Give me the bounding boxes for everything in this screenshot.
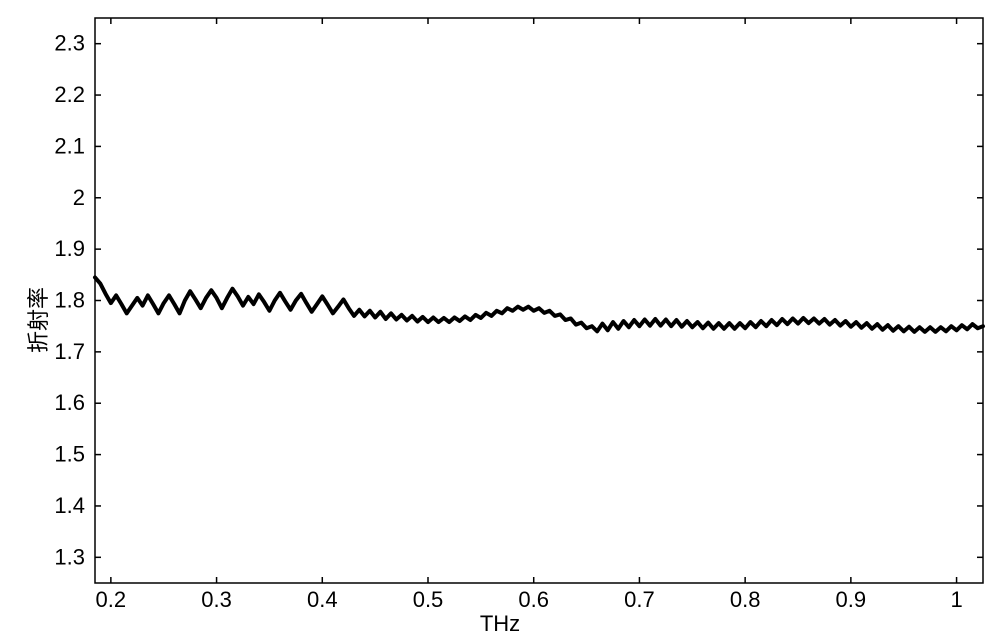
- y-tick-label: 2: [73, 185, 85, 210]
- y-tick-label: 2.1: [54, 133, 85, 158]
- x-tick-label: 0.9: [836, 587, 867, 612]
- y-tick-label: 1.5: [54, 442, 85, 467]
- y-tick-label: 2.2: [54, 82, 85, 107]
- y-tick-label: 1.3: [54, 544, 85, 569]
- x-tick-label: 0.8: [730, 587, 761, 612]
- x-tick-label: 0.5: [413, 587, 444, 612]
- y-tick-label: 1.7: [54, 339, 85, 364]
- y-tick-label: 1.6: [54, 390, 85, 415]
- y-tick-label: 1.4: [54, 493, 85, 518]
- x-tick-label: 0.6: [518, 587, 549, 612]
- y-axis-label: 折射率: [21, 286, 53, 352]
- x-tick-label: 1: [950, 587, 962, 612]
- line-chart: 0.2 0.3 0.4 0.5 0.6 0.7 0.8 0.9 1 1.3 1.4 1.5 1.6 1.7…: [0, 0, 1000, 639]
- chart-container: 折射率 THz 0.2 0.3 0.4 0.5 0.6 0.7 0.8 0.9 1 1.3 1.4 1…: [0, 0, 1000, 639]
- x-tick-label: 0.2: [96, 587, 127, 612]
- x-tick-label: 0.7: [624, 587, 655, 612]
- y-tick-label: 1.8: [54, 288, 85, 313]
- x-axis-label: THz: [480, 611, 520, 637]
- x-tick-label: 0.3: [201, 587, 232, 612]
- x-tick-label: 0.4: [307, 587, 338, 612]
- y-tick-label: 1.9: [54, 236, 85, 261]
- y-tick-label: 2.3: [54, 31, 85, 56]
